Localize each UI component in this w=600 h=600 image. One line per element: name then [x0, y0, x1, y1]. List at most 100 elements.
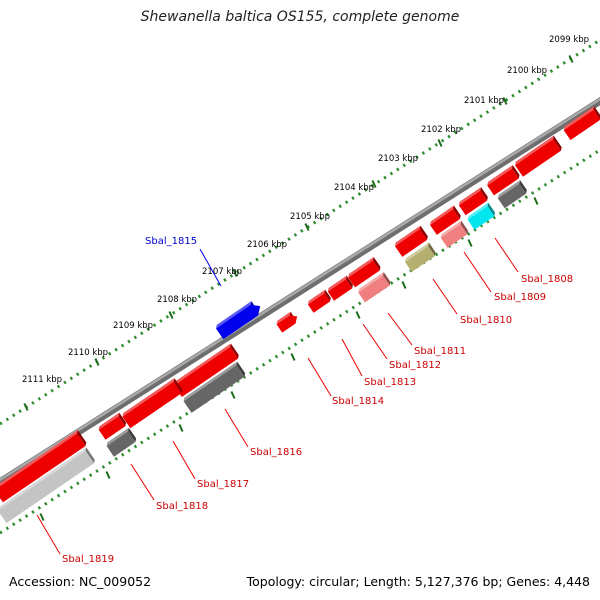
gene-label-leader	[387, 312, 413, 346]
gene-end-face	[118, 412, 127, 427]
gene-bar-sbal-1819-inner	[0, 447, 95, 524]
gene-front-face	[467, 206, 495, 230]
outer-tick-ring	[0, 38, 600, 426]
backbone-highlight	[0, 97, 600, 482]
gene-front-face	[394, 229, 428, 257]
gene-end-face	[553, 135, 562, 151]
gene-front-face	[458, 190, 488, 216]
gene-top-face	[487, 164, 513, 186]
gene-label-sbal-1817: Sbal_1817	[197, 479, 249, 490]
gene-bar-sbal-1809	[487, 164, 520, 196]
gene-label-sbal-1808: Sbal_1808	[521, 274, 573, 285]
gene-front-face	[122, 381, 182, 429]
gene-end-face	[419, 225, 428, 240]
gene-end-face	[487, 202, 496, 217]
gene-label-sbal-1810: Sbal_1810	[460, 315, 512, 326]
gene-label-leader	[494, 237, 519, 273]
inner-major-tick	[105, 471, 111, 479]
gene-top-face	[98, 412, 120, 430]
gene-end-face	[593, 106, 600, 120]
gene-front-face	[98, 416, 126, 440]
gene-label-leader	[172, 440, 196, 480]
genome-title: Shewanella baltica OS155, complete genom…	[140, 9, 460, 25]
gene-end-face	[512, 164, 520, 179]
outer-major-tick	[168, 311, 174, 319]
kbp-tick-label: 2110 kbp	[68, 348, 108, 358]
gene-bar-sbal-1811-inner	[405, 242, 436, 272]
outer-major-tick	[94, 358, 100, 366]
gene-end-face	[324, 289, 331, 302]
inner-major-tick	[290, 353, 296, 361]
gene-front-face	[487, 168, 519, 196]
gene-top-face	[173, 343, 231, 386]
inner-major-tick	[230, 391, 236, 399]
gene-front-face	[563, 109, 600, 141]
gene-label-sbal-1809: Sbal_1809	[494, 292, 546, 303]
kbp-tick-label: 2106 kbp	[247, 240, 287, 250]
gene-bar-sbal-1818	[98, 412, 127, 440]
outer-major-tick	[371, 180, 377, 188]
gene-label-sbal-1815: Sbal_1815	[145, 236, 197, 247]
gene-bar-sbal-1814b	[307, 289, 331, 313]
gene-end-face	[236, 361, 246, 377]
gene-bar-sbal-1818-inner	[106, 427, 137, 457]
inner-major-tick	[401, 281, 407, 289]
gene-label-sbal-1818: Sbal_1818	[156, 501, 208, 512]
inner-major-tick	[533, 197, 539, 205]
outer-major-tick	[304, 223, 310, 231]
gene-bar-sbal-1817	[122, 378, 183, 429]
gene-top-face	[307, 289, 326, 305]
gene-label-leader	[463, 251, 492, 293]
gene-top-face	[467, 202, 489, 220]
gene-end-face	[428, 242, 436, 257]
kbp-tick-label: 2109 kbp	[113, 321, 153, 331]
gene-front-face	[405, 246, 435, 272]
gene-bar-sbal-1810	[458, 187, 488, 216]
gene-front-face	[440, 224, 468, 248]
gene-top-face	[358, 271, 384, 293]
gene-front-face	[276, 315, 298, 333]
ring-layer	[0, 38, 600, 535]
gene-top-face	[0, 447, 87, 510]
outer-major-tick	[502, 97, 508, 105]
gene-bar-sbal-1813	[348, 256, 381, 288]
kbp-tick-label: 2104 kbp	[334, 183, 374, 193]
gene-front-face	[430, 209, 460, 235]
label-layer: 2099 kbp 2100 kbp 2101 kbp 2102 kbp 2103 kbp…	[22, 35, 589, 565]
accession-text: Accession: NC_009052	[9, 574, 152, 589]
kbp-tick-label: 2101 kbp	[464, 96, 504, 106]
gene-label-leader	[199, 248, 222, 287]
gene-label-sbal-1819: Sbal_1819	[62, 554, 114, 565]
gene-label-leader	[341, 338, 363, 377]
gene-top-face	[106, 427, 129, 446]
gene-end-face	[519, 180, 527, 194]
kbp-tick-label: 2105 kbp	[290, 212, 330, 222]
gene-top-face	[497, 180, 521, 199]
gene-bar-sbal-1816	[173, 343, 239, 397]
gene-end-face	[230, 343, 239, 359]
gene-end-face	[480, 187, 488, 201]
gene-top-face	[327, 275, 347, 292]
gene-front-face	[515, 139, 561, 177]
gene-end-face	[345, 275, 353, 289]
gene-front-face	[106, 431, 136, 457]
inner-major-tick	[39, 513, 45, 521]
outer-major-tick	[568, 55, 574, 63]
gene-bar-sbal-1811	[430, 205, 461, 235]
gene-front-face	[173, 347, 239, 397]
gene-label-leader	[130, 463, 155, 501]
gene-front-face	[183, 365, 245, 413]
gene-layer	[0, 106, 600, 524]
gene-bar-sbal-1813-inner	[358, 271, 391, 303]
gene-label-sbal-1814: Sbal_1814	[332, 396, 384, 407]
gene-end-face	[460, 220, 469, 235]
inner-major-tick	[467, 239, 473, 247]
gene-top-face	[563, 106, 595, 131]
kbp-tick-label: 2099 kbp	[549, 35, 589, 45]
gene-front-face	[0, 433, 86, 503]
gene-label-sbal-1811: Sbal_1811	[414, 346, 466, 357]
gene-label-leader	[362, 323, 388, 360]
outer-major-tick	[23, 403, 29, 411]
gene-end-face	[383, 271, 391, 286]
